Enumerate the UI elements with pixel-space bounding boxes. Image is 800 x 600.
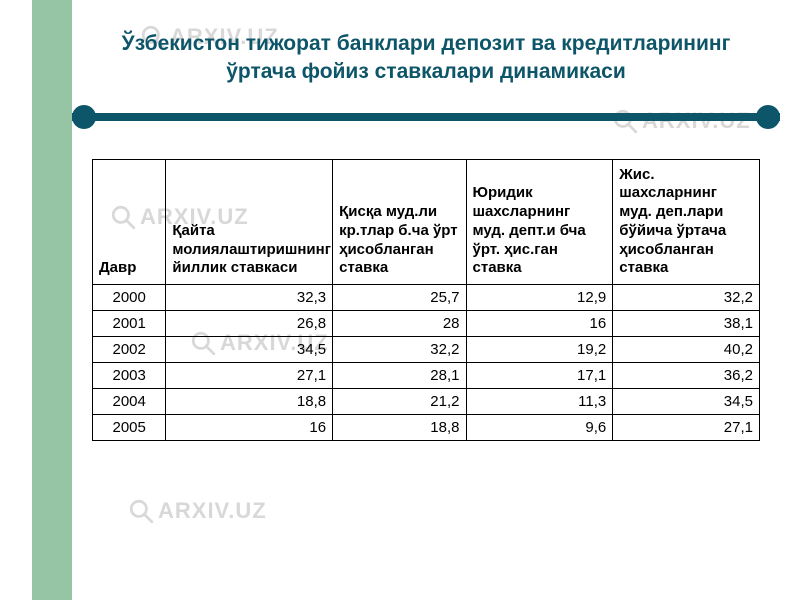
cell-year: 2002: [93, 337, 166, 363]
cell-value: 28,1: [333, 363, 466, 389]
cell-value: 32,2: [333, 337, 466, 363]
col-header: Қисқа муд.ли кр.тлар б.ча ўрт ҳисобланга…: [333, 159, 466, 285]
cell-value: 19,2: [466, 337, 613, 363]
table-header-row: Давр Қайта молиялаштиришнинг йиллик став…: [93, 159, 760, 285]
cell-value: 16: [466, 311, 613, 337]
data-table-wrap: Давр Қайта молиялаштиришнинг йиллик став…: [92, 159, 760, 442]
cell-value: 28: [333, 311, 466, 337]
cell-value: 32,2: [613, 285, 760, 311]
cell-value: 40,2: [613, 337, 760, 363]
cell-value: 12,9: [466, 285, 613, 311]
cell-value: 27,1: [166, 363, 333, 389]
cell-year: 2003: [93, 363, 166, 389]
table-row: 2005 16 18,8 9,6 27,1: [93, 415, 760, 441]
watermark-text: ARXIV.UZ: [158, 498, 267, 524]
rule-line: [72, 113, 780, 121]
cell-value: 26,8: [166, 311, 333, 337]
cell-value: 21,2: [333, 389, 466, 415]
cell-year: 2000: [93, 285, 166, 311]
left-accent-stripe: [32, 0, 72, 600]
slide-title: Ўзбекистон тижорат банклари депозит ва к…: [72, 30, 780, 87]
col-header: Қайта молиялаштиришнинг йиллик ставкаси: [166, 159, 333, 285]
col-header: Давр: [93, 159, 166, 285]
slide-content: Ўзбекистон тижорат банклари депозит ва к…: [72, 30, 780, 441]
cell-value: 38,1: [613, 311, 760, 337]
cell-value: 16: [166, 415, 333, 441]
cell-value: 34,5: [613, 389, 760, 415]
cell-year: 2005: [93, 415, 166, 441]
rule-cap-right: [756, 105, 780, 129]
cell-value: 25,7: [333, 285, 466, 311]
title-rule: [72, 105, 780, 129]
table-row: 2000 32,3 25,7 12,9 32,2: [93, 285, 760, 311]
table-row: 2004 18,8 21,2 11,3 34,5: [93, 389, 760, 415]
table-row: 2002 34,5 32,2 19,2 40,2: [93, 337, 760, 363]
table-row: 2001 26,8 28 16 38,1: [93, 311, 760, 337]
data-table: Давр Қайта молиялаштиришнинг йиллик став…: [92, 159, 760, 442]
table-row: 2003 27,1 28,1 17,1 36,2: [93, 363, 760, 389]
cell-value: 34,5: [166, 337, 333, 363]
cell-value: 32,3: [166, 285, 333, 311]
cell-year: 2001: [93, 311, 166, 337]
cell-value: 18,8: [166, 389, 333, 415]
cell-value: 27,1: [613, 415, 760, 441]
magnifier-icon: [128, 498, 154, 524]
cell-value: 9,6: [466, 415, 613, 441]
cell-value: 11,3: [466, 389, 613, 415]
col-header: Юридик шахсларнинг муд. депт.и бча ўрт. …: [466, 159, 613, 285]
cell-value: 18,8: [333, 415, 466, 441]
cell-year: 2004: [93, 389, 166, 415]
cell-value: 36,2: [613, 363, 760, 389]
cell-value: 17,1: [466, 363, 613, 389]
col-header: Жис. шахсларнинг муд. деп.лари бўйича ўр…: [613, 159, 760, 285]
watermark: ARXIV.UZ: [128, 498, 267, 524]
